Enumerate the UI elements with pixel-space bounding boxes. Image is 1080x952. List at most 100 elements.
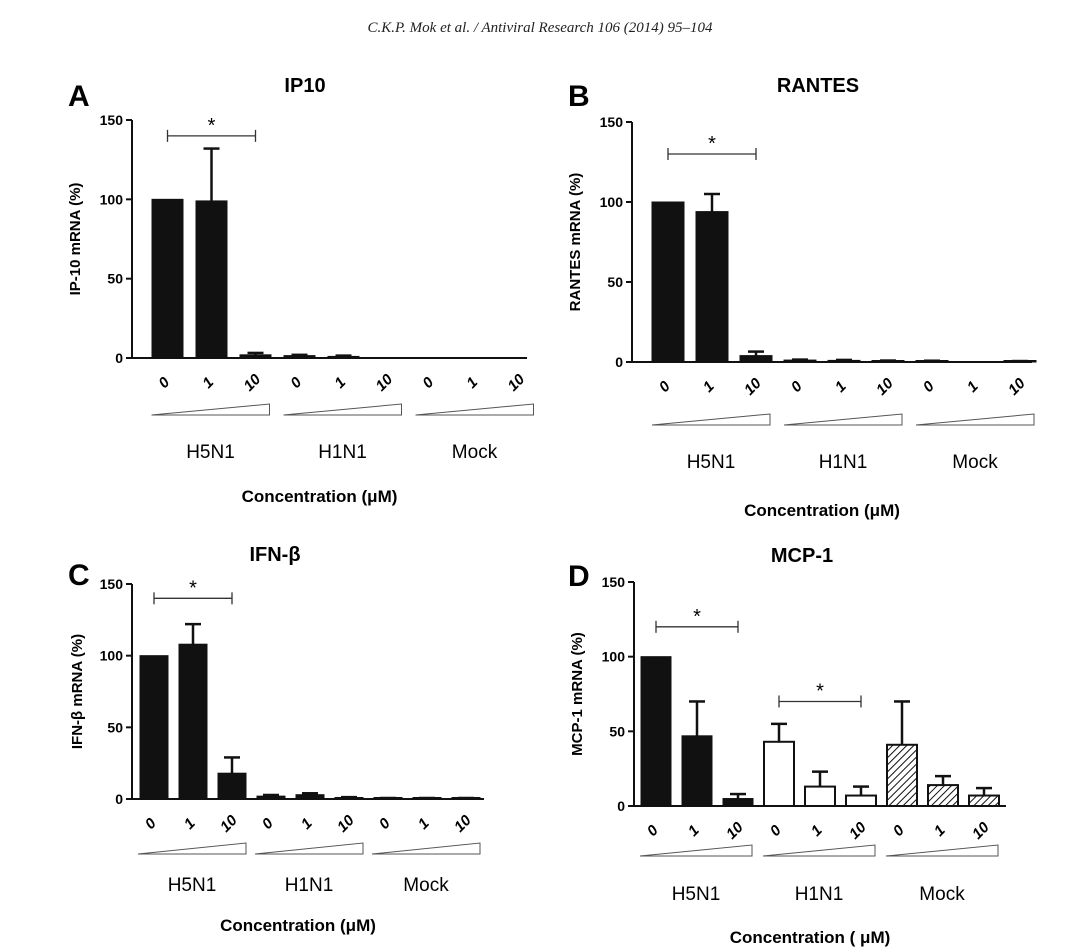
x-tick-label: 0 [419, 373, 437, 391]
x-tick-label: 1 [931, 822, 949, 840]
x-tick-label: 0 [287, 373, 305, 391]
y-tick-label: 0 [115, 791, 123, 807]
significance-star: * [816, 680, 824, 702]
y-tick-label: 150 [602, 574, 626, 590]
bar-h5n1-1 [681, 735, 713, 807]
group-label-h1n1: H1N1 [795, 884, 844, 905]
panel-letter: D [568, 560, 590, 593]
significance-star: * [208, 115, 216, 137]
group-label-mock: Mock [403, 875, 449, 896]
bar-h1n1-10 [845, 794, 877, 807]
y-axis-label: IFN-β mRNA (%) [69, 634, 86, 749]
group-label-mock: Mock [452, 442, 498, 463]
significance-star: * [189, 577, 197, 599]
bar-mock-10 [968, 794, 1000, 807]
panel-letter: B [568, 80, 590, 113]
panel-letter: C [68, 559, 90, 592]
concentration-wedge [254, 842, 364, 855]
panel-letter: A [68, 80, 90, 113]
x-tick-label: 10 [372, 370, 396, 394]
x-tick-label: 0 [767, 821, 785, 839]
group-label-h5n1: H5N1 [168, 875, 217, 896]
concentration-wedge [639, 844, 753, 857]
y-tick-label: 50 [609, 723, 625, 739]
bar-h5n1-0 [651, 201, 685, 363]
x-axis-label: Concentration (μM) [744, 501, 900, 520]
x-tick-label: 0 [155, 373, 173, 391]
x-tick-label: 1 [199, 374, 217, 392]
bar-h5n1-1 [695, 211, 729, 363]
x-tick-label: 1 [298, 815, 316, 833]
y-tick-label: 0 [115, 350, 123, 366]
y-tick-label: 150 [600, 114, 624, 130]
x-tick-label: 1 [463, 374, 481, 392]
x-tick-label: 10 [723, 818, 747, 842]
chart-title: MCP-1 [771, 545, 833, 567]
concentration-wedge [885, 844, 999, 857]
group-label-h1n1: H1N1 [285, 875, 334, 896]
x-tick-label: 1 [415, 815, 433, 833]
group-label-mock: Mock [952, 452, 998, 473]
x-tick-label: 10 [741, 374, 765, 398]
x-tick-label: 0 [142, 814, 160, 832]
bar-h1n1-1 [804, 785, 836, 808]
concentration-wedge [415, 403, 534, 416]
y-axis-label: IP-10 mRNA (%) [67, 183, 84, 296]
chart-title: IFN-β [249, 545, 300, 566]
x-tick-label: 1 [700, 378, 718, 396]
y-tick-label: 100 [600, 194, 624, 210]
x-tick-label: 10 [504, 370, 528, 394]
x-axis-label: Concentration (μM) [242, 487, 398, 506]
y-tick-label: 100 [602, 649, 626, 665]
concentration-wedge [651, 413, 771, 426]
bar-mock-1 [927, 784, 959, 808]
x-tick-label: 0 [920, 377, 938, 395]
journal-header: C.K.P. Mok et al. / Antiviral Research 1… [367, 20, 713, 36]
group-label-h5n1: H5N1 [672, 884, 721, 905]
concentration-wedge [762, 844, 876, 857]
x-tick-label: 0 [644, 821, 662, 839]
y-tick-label: 50 [107, 719, 123, 735]
x-tick-label: 10 [873, 374, 897, 398]
bar-h5n1-10 [217, 772, 247, 800]
y-tick-label: 100 [100, 191, 124, 207]
x-tick-label: 0 [259, 814, 277, 832]
y-tick-label: 50 [607, 274, 623, 290]
concentration-wedge [371, 842, 481, 855]
y-tick-label: 150 [100, 576, 124, 592]
x-tick-label: 1 [685, 822, 703, 840]
concentration-wedge [283, 403, 402, 416]
concentration-wedge [915, 413, 1035, 426]
x-tick-label: 1 [832, 378, 850, 396]
concentration-wedge [783, 413, 903, 426]
x-tick-label: 10 [969, 818, 993, 842]
x-tick-label: 10 [1005, 374, 1029, 398]
x-tick-label: 0 [890, 821, 908, 839]
bar-mock-0 [886, 743, 918, 807]
x-tick-label: 1 [808, 822, 826, 840]
y-tick-label: 50 [107, 271, 123, 287]
bar-h5n1-1 [178, 643, 208, 800]
chart-title: IP10 [284, 75, 325, 97]
y-axis-label: RANTES mRNA (%) [567, 173, 584, 312]
concentration-wedge [137, 842, 247, 855]
x-tick-label: 1 [331, 374, 349, 392]
y-axis-label: MCP-1 mRNA (%) [569, 632, 586, 756]
group-label-h5n1: H5N1 [687, 452, 736, 473]
x-tick-label: 10 [217, 811, 241, 835]
group-label-h1n1: H1N1 [318, 442, 367, 463]
group-label-h5n1: H5N1 [186, 442, 235, 463]
x-tick-label: 10 [334, 811, 358, 835]
y-tick-label: 100 [100, 648, 124, 664]
concentration-wedge [151, 403, 270, 416]
group-label-mock: Mock [919, 884, 965, 905]
y-tick-label: 150 [100, 112, 124, 128]
x-tick-label: 0 [656, 377, 674, 395]
bar-h5n1-0 [139, 655, 169, 800]
group-label-h1n1: H1N1 [819, 452, 868, 473]
x-tick-label: 1 [964, 378, 982, 396]
y-tick-label: 0 [615, 354, 623, 370]
